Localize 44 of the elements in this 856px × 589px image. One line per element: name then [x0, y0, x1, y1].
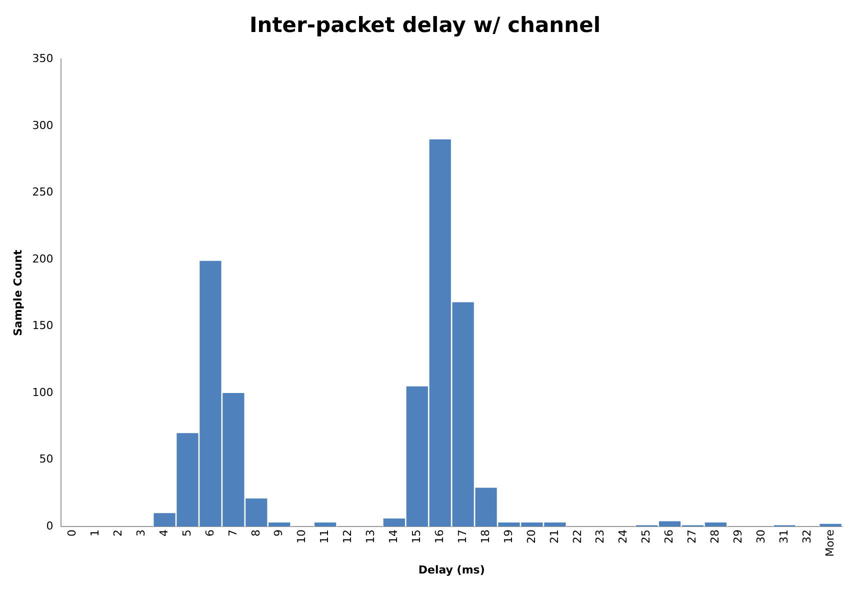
x-tick-label: 30 — [754, 530, 768, 544]
x-tick-label: 6 — [203, 530, 216, 537]
x-tick-label: 4 — [157, 530, 170, 537]
y-tick-label: 50 — [39, 452, 54, 466]
x-tick-label: 7 — [226, 530, 240, 537]
y-tick-label: 350 — [32, 52, 54, 66]
x-tick-label: 11 — [318, 530, 332, 544]
x-tick-label: 12 — [341, 530, 354, 544]
x-tick-label: 21 — [548, 530, 561, 544]
x-axis-title: Delay (ms) — [418, 563, 485, 576]
x-tick-label: 23 — [594, 530, 607, 544]
chart-title: Inter-packet delay w/ channel — [249, 13, 601, 38]
y-tick-label: 150 — [32, 319, 54, 332]
x-tick-label: 2 — [111, 530, 124, 537]
x-tick-label: 24 — [616, 530, 630, 544]
x-tick-label: 20 — [524, 530, 538, 544]
x-tick-label: 5 — [180, 530, 194, 537]
x-tick-label: 27 — [686, 530, 699, 544]
x-tick-label: 29 — [732, 530, 745, 544]
y-tick-label: 200 — [32, 252, 54, 266]
y-tick-label: 300 — [32, 118, 54, 132]
x-tick-label: 17 — [456, 530, 469, 544]
x-tick-label: More — [823, 529, 836, 557]
x-tick-label: 9 — [272, 530, 286, 537]
x-tick-label: 15 — [410, 530, 424, 544]
x-tick-label: 32 — [800, 530, 814, 544]
x-tick-label: 3 — [134, 530, 148, 537]
x-tick-label: 22 — [570, 530, 584, 544]
x-tick-label: 1 — [88, 530, 102, 537]
x-tick-label: 28 — [708, 530, 722, 544]
x-tick-label: 13 — [364, 530, 378, 544]
y-tick-label: 250 — [32, 186, 54, 199]
y-axis-title: Sample Count — [11, 250, 24, 336]
x-tick-label: 25 — [640, 530, 653, 544]
x-tick-label: 31 — [777, 530, 790, 544]
x-tick-label: 16 — [432, 530, 446, 544]
x-tick-label: 26 — [662, 530, 676, 544]
x-tick-label: 10 — [295, 530, 308, 544]
x-tick-label: 0 — [66, 530, 79, 537]
y-tick-label: 100 — [32, 386, 54, 399]
x-tick-label: 14 — [387, 530, 400, 544]
x-tick-label: 19 — [502, 530, 515, 544]
x-tick-label: 18 — [478, 530, 492, 544]
x-tick-label: 8 — [249, 530, 262, 537]
